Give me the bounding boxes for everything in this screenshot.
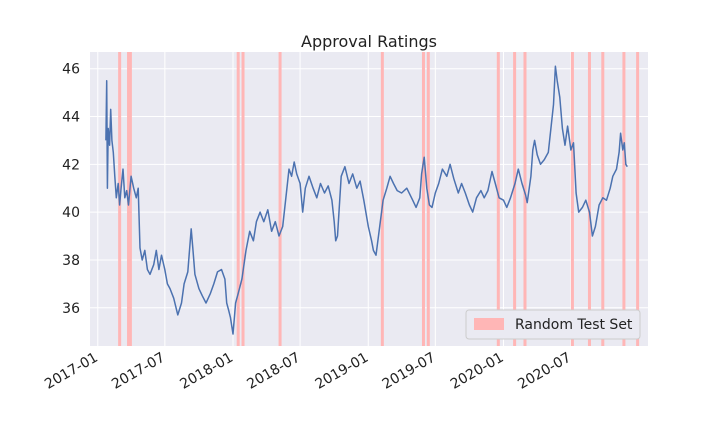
- test-set-span: [421, 52, 425, 346]
- test-set-span: [636, 52, 640, 346]
- test-set-span: [241, 52, 245, 346]
- test-set-span: [587, 52, 591, 346]
- y-tick-label: 40: [62, 205, 80, 221]
- chart-title: Approval Ratings: [301, 32, 437, 51]
- test-set-span: [496, 52, 500, 346]
- test-set-span: [278, 52, 282, 346]
- legend: Random Test Set: [465, 309, 641, 340]
- test-set-span: [622, 52, 626, 346]
- test-set-span: [128, 52, 132, 346]
- legend-box: [465, 309, 641, 340]
- approval-series-line: [105, 65, 628, 335]
- y-axis: 36 38 40 42 44 46: [62, 62, 80, 317]
- y-tick-label: 38: [62, 253, 80, 269]
- plot-area: [90, 52, 648, 346]
- test-set-span: [380, 52, 384, 346]
- test-set-span: [513, 52, 517, 346]
- grid-lines: [90, 52, 648, 346]
- legend-swatch: [474, 318, 504, 330]
- y-tick-label: 36: [62, 301, 80, 317]
- y-tick-label: 42: [62, 157, 80, 173]
- test-set-span: [570, 52, 574, 346]
- y-tick-label: 44: [62, 110, 80, 126]
- legend-label: Random Test Set: [515, 317, 633, 333]
- test-set-span: [523, 52, 527, 346]
- test-set-span: [236, 52, 240, 346]
- y-tick-label: 46: [62, 62, 80, 78]
- series-layer: [105, 65, 628, 335]
